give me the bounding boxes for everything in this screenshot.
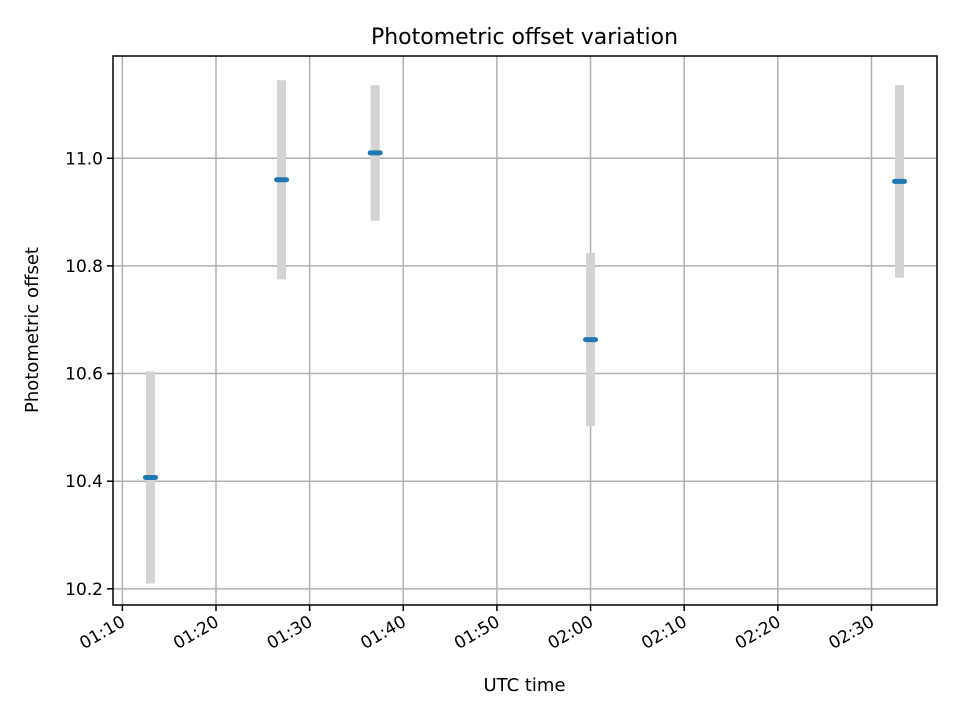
y-axis-label: Photometric offset	[22, 247, 43, 413]
y-tick-label: 10.4	[65, 472, 103, 492]
chart-title: Photometric offset variation	[371, 25, 678, 50]
y-tick-label: 10.2	[65, 580, 103, 600]
x-tick-label: 01:50	[451, 612, 503, 654]
x-tick-label: 02:20	[732, 612, 784, 654]
x-tick-label: 01:10	[76, 612, 128, 654]
data-points	[142, 150, 908, 480]
grid	[113, 56, 937, 605]
x-tick-label: 02:30	[826, 612, 878, 654]
x-tick-label: 01:40	[357, 612, 409, 654]
plot-frame	[112, 55, 938, 606]
x-tick-label: 01:30	[264, 612, 316, 654]
error-bars	[145, 80, 905, 584]
x-tick-label: 02:00	[545, 612, 597, 654]
x-axis: 01:10 01:20 01:30 01:40 01:50 02:00 02:10 02:20…	[76, 605, 878, 654]
y-tick-label: 10.8	[65, 257, 103, 277]
x-tick-label: 01:20	[170, 612, 222, 654]
x-tick-label: 02:10	[638, 612, 690, 654]
y-tick-label: 11.0	[65, 149, 103, 169]
x-axis-label: UTC time	[483, 675, 565, 696]
y-tick-label: 10.6	[65, 365, 103, 385]
y-axis: 10.2 10.4 10.6 10.8 11.0	[65, 149, 113, 600]
